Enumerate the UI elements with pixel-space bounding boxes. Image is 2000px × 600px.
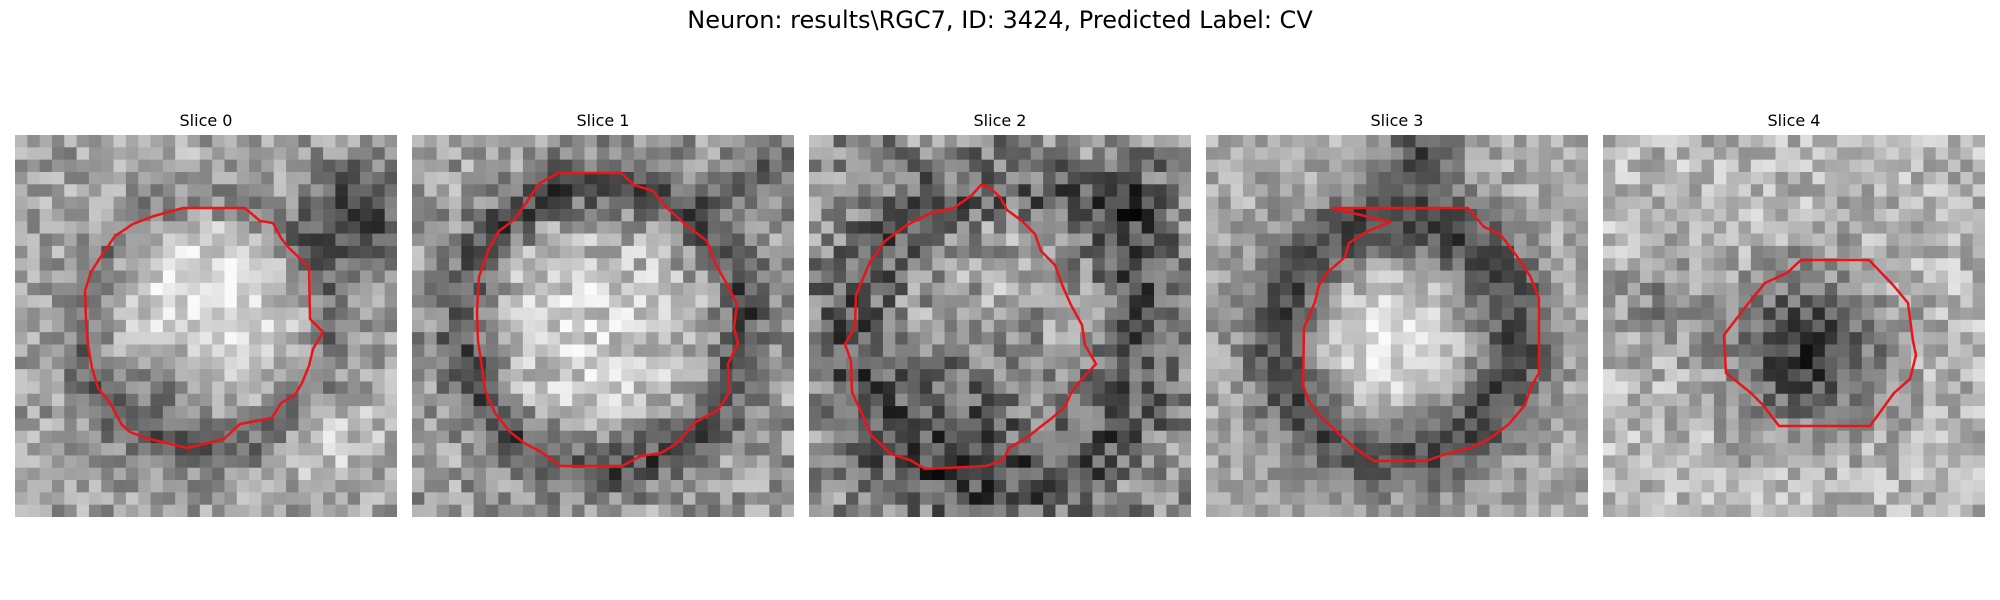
roi-contour-2	[843, 183, 1098, 471]
slice-panel-4: Slice 4	[1603, 110, 1985, 517]
slice-panel-1: Slice 1	[412, 110, 794, 517]
slice-title-0: Slice 0	[179, 111, 233, 130]
figure-title: Neuron: results\RGC7, ID: 3424, Predicte…	[687, 6, 1313, 34]
roi-contour-1	[475, 171, 740, 468]
roi-contour-4	[1722, 258, 1918, 428]
slice-title-2: Slice 2	[973, 111, 1027, 130]
slice-image-1	[412, 135, 794, 517]
slice-image-4	[1603, 135, 1985, 517]
slice-panel-0: Slice 0	[15, 110, 397, 517]
slice-title-1: Slice 1	[576, 111, 630, 130]
roi-contour-3	[1301, 206, 1541, 463]
slice-image-2	[809, 135, 1191, 517]
slice-image-0	[15, 135, 397, 517]
slice-title-3: Slice 3	[1370, 111, 1424, 130]
roi-contour-0	[83, 206, 325, 450]
slice-panel-3: Slice 3	[1206, 110, 1588, 517]
slice-panel-2: Slice 2	[809, 110, 1191, 517]
slice-title-4: Slice 4	[1767, 111, 1821, 130]
slice-image-3	[1206, 135, 1588, 517]
